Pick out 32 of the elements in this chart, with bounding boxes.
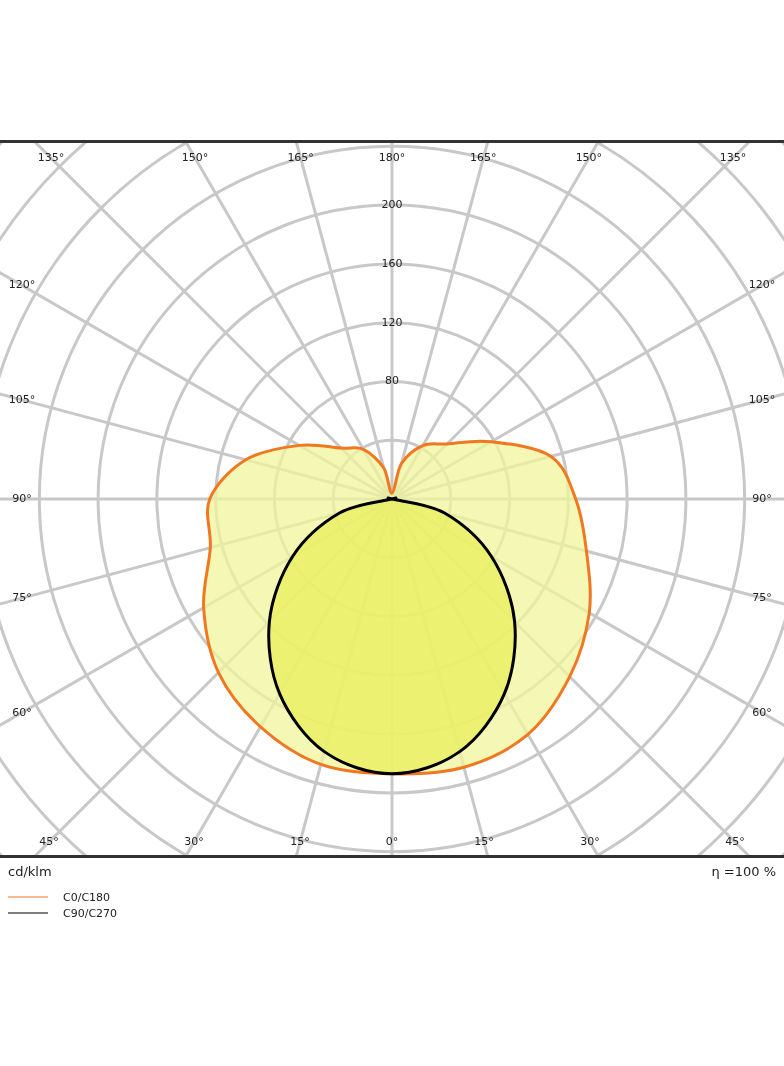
spoke-label: 120° <box>748 278 776 292</box>
spoke-label: 15° <box>474 835 494 848</box>
spoke-label: 150° <box>181 151 209 164</box>
spoke-label: 60° <box>12 705 32 719</box>
spoke-label: 60° <box>752 705 772 719</box>
spoke-label: 30° <box>580 835 600 848</box>
spoke-label: 135° <box>719 151 747 164</box>
spoke-label: 45° <box>39 835 59 848</box>
y-tick-label: 160 <box>381 256 403 270</box>
spoke-label: 105° <box>8 392 36 406</box>
legend-label: C90/C270 <box>63 906 118 920</box>
spoke-label: 45° <box>725 835 745 848</box>
y-tick-label: 80 <box>385 374 399 388</box>
legend-label: C0/C180 <box>63 890 111 904</box>
spoke-label: 135° <box>37 151 65 164</box>
text: cd/klm <box>8 864 52 879</box>
spoke-label: 180° <box>378 151 406 164</box>
spoke-label: 75° <box>12 591 32 605</box>
spoke-label: 120° <box>8 278 36 292</box>
spoke-label: 165° <box>287 151 314 164</box>
spoke-label: 150° <box>575 151 603 164</box>
spoke-label: 90° <box>12 492 32 505</box>
text: η =100 % <box>711 864 776 879</box>
spoke-label: 0° <box>385 835 399 848</box>
spoke-label: 90° <box>752 492 772 505</box>
y-tick-label: 200 <box>381 198 403 212</box>
spoke-label: 15° <box>290 835 310 848</box>
spoke-label: 75° <box>752 591 772 605</box>
y-tick-label: 120 <box>381 315 403 329</box>
spoke-label: 165° <box>470 151 497 164</box>
spoke-label: 105° <box>748 392 776 406</box>
spoke-label: 30° <box>184 835 204 848</box>
